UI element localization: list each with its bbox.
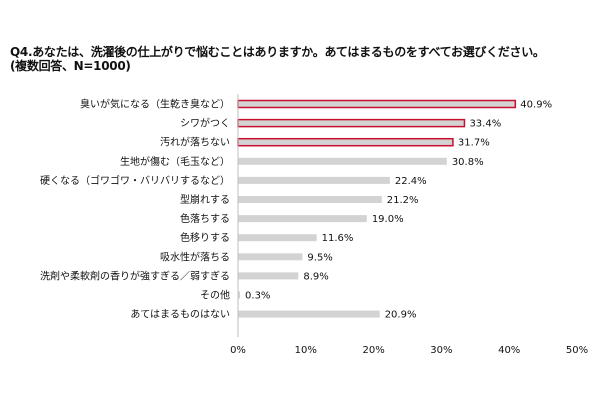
bar — [238, 215, 367, 223]
bar — [238, 253, 303, 261]
category-label: 色落ちする — [180, 212, 230, 225]
category-label: 生地が傷む（毛玉など） — [120, 155, 230, 168]
category-label: 洗剤や柔軟剤の香りが強すぎる／弱すぎる — [40, 269, 230, 282]
data-label: 0.3% — [245, 291, 270, 302]
x-tick-label: 30% — [430, 345, 452, 356]
bar — [238, 176, 390, 184]
bar — [238, 234, 317, 242]
bar — [237, 137, 454, 147]
data-label: 22.4% — [395, 176, 427, 187]
bar — [238, 157, 447, 165]
x-tick-label: 10% — [295, 345, 317, 356]
bar — [238, 310, 380, 318]
bar — [237, 118, 466, 128]
data-label: 20.9% — [385, 310, 417, 321]
category-label: 型崩れする — [180, 193, 230, 206]
bar — [238, 272, 299, 280]
data-label: 8.9% — [303, 271, 328, 282]
category-label: シワがつく — [180, 117, 230, 130]
category-label: 硬くなる（ゴワゴワ・バリバリするなど） — [40, 174, 230, 187]
data-label: 11.6% — [322, 233, 354, 244]
category-label: 吸水性が落ちる — [160, 250, 230, 263]
chart-title-text: Q4.あなたは、洗濯後の仕上がりで悩むことはありますか。あてはまるものをすべてお… — [10, 45, 545, 59]
data-label: 21.2% — [387, 195, 419, 206]
bar — [238, 291, 241, 299]
x-tick-label: 0% — [230, 345, 246, 356]
bar — [238, 196, 382, 203]
category-label: 汚れが落ちない — [160, 136, 230, 149]
category-label: あてはまるものはない — [130, 309, 230, 321]
data-label: 9.5% — [307, 252, 332, 263]
category-label: 色移りする — [180, 231, 230, 244]
data-label: 19.0% — [372, 214, 404, 225]
x-tick-label: 40% — [498, 345, 520, 356]
category-label: その他 — [200, 289, 230, 302]
x-tick-label: 20% — [362, 345, 384, 356]
data-label: 31.7% — [458, 138, 490, 149]
bar — [237, 99, 517, 109]
chart-subtitle: (複数回答、N=1000) — [10, 59, 131, 73]
x-tick-label: 50% — [566, 345, 588, 356]
chart-title: Q4.あなたは、洗濯後の仕上がりで悩むことはありますか。あてはまるものをすべてお… — [10, 45, 595, 73]
category-label: 臭いが気になる（生乾き臭など） — [80, 98, 230, 111]
data-label: 30.8% — [452, 157, 484, 168]
data-label: 40.9% — [520, 100, 552, 111]
data-label: 33.4% — [469, 119, 501, 130]
